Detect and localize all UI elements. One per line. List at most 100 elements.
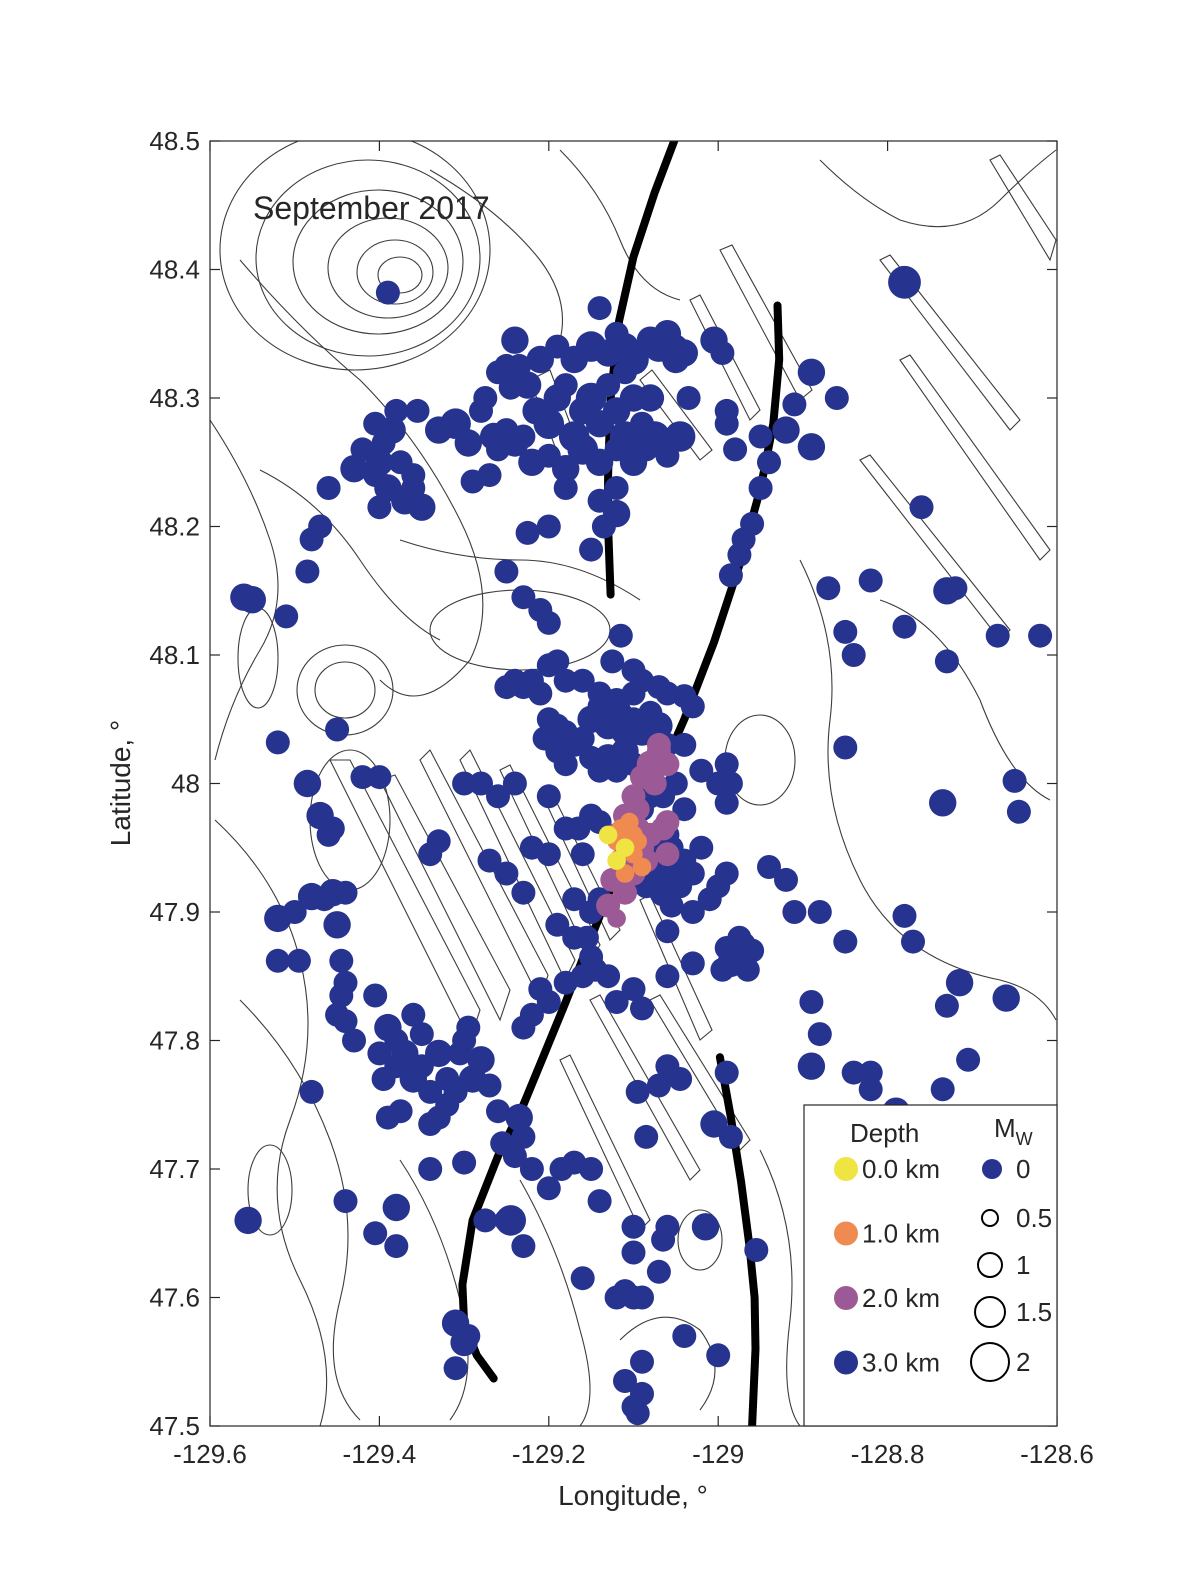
- earthquake-point: [655, 964, 680, 989]
- earthquake-point: [494, 675, 519, 700]
- axis-ticks: -129.6 -129.4 -129.2 -129 -128.8 -128.6 47.5 47…: [149, 126, 1093, 1469]
- earthquake-point: [672, 797, 697, 822]
- earthquake-point: [375, 280, 400, 305]
- earthquake-point: [371, 1067, 396, 1091]
- legend: Depth MW 0.0 km 1.0 km 2.0 km 3.0 km 0 0.5 1 1…: [803, 1104, 1058, 1427]
- earthquake-point: [934, 993, 959, 1018]
- legend-mw-marker: [970, 1342, 1010, 1382]
- earthquake-point: [706, 1343, 731, 1368]
- earthquake-point: [511, 880, 536, 905]
- earthquake-point: [545, 912, 570, 937]
- earthquake-point: [502, 1144, 527, 1169]
- earthquake-point: [710, 341, 735, 365]
- earthquake-point: [797, 358, 826, 386]
- earthquake-point: [892, 614, 917, 639]
- y-tick-label: 47.7: [149, 1154, 200, 1184]
- earthquake-point: [418, 842, 443, 867]
- earthquake-point: [477, 848, 502, 873]
- earthquake-point: [536, 707, 561, 732]
- earthquake-point: [607, 851, 626, 870]
- legend-mw-label: 1: [1016, 1250, 1030, 1280]
- earthquake-point: [646, 675, 671, 700]
- earthquake-point: [680, 694, 705, 719]
- earthquake-point: [757, 450, 781, 475]
- earthquake-point: [456, 1015, 481, 1040]
- earthquake-point: [748, 476, 773, 500]
- legend-depth-label: 0.0 km: [862, 1154, 940, 1184]
- earthquake-point: [714, 790, 739, 815]
- earthquake-point: [469, 771, 493, 796]
- earthquake-point: [265, 948, 290, 973]
- earthquake-point: [340, 455, 368, 483]
- earthquake-point: [1028, 623, 1053, 648]
- earthquake-point: [367, 495, 392, 520]
- earthquake-point: [363, 983, 388, 1008]
- earthquake-point: [598, 825, 618, 845]
- earthquake-point: [409, 1022, 434, 1047]
- earthquake-point: [858, 1077, 883, 1102]
- earthquake-point: [297, 882, 326, 911]
- earthquake-point: [316, 822, 341, 847]
- earthquake-point: [562, 887, 587, 912]
- earthquake-point: [579, 537, 604, 562]
- earthquake-point: [384, 1234, 409, 1259]
- earthquake-point: [630, 1285, 654, 1310]
- earthquake-point: [587, 758, 612, 783]
- earthquake-point: [816, 576, 841, 601]
- earthquake-point: [401, 1002, 426, 1027]
- legend-mw-marker: [977, 1252, 1003, 1278]
- earthquake-point: [502, 771, 527, 796]
- legend-mw-marker: [974, 1296, 1006, 1328]
- earthquake-point: [634, 437, 659, 462]
- earthquake-point: [234, 1206, 262, 1235]
- earthquake-point: [367, 1041, 392, 1066]
- earthquake-point: [408, 493, 436, 521]
- earthquake-point: [943, 576, 968, 601]
- earthquake-point: [511, 1015, 536, 1040]
- earthquake-point: [930, 1077, 955, 1102]
- earthquake-point: [274, 604, 299, 629]
- earthquake-point: [553, 816, 578, 841]
- legend-depth-label: 3.0 km: [862, 1348, 940, 1378]
- earthquake-point: [511, 1234, 536, 1259]
- earthquake-point: [587, 488, 612, 513]
- earthquake-point: [632, 857, 652, 877]
- earthquake-point: [740, 938, 765, 963]
- earthquake-point: [613, 1369, 637, 1393]
- earthquake-point: [691, 1213, 720, 1241]
- earthquake-point: [230, 583, 258, 611]
- earthquake-point: [536, 1176, 561, 1201]
- earthquake-point: [664, 421, 696, 452]
- x-tick-label: -129.2: [512, 1439, 586, 1469]
- earthquake-point: [486, 784, 510, 809]
- earthquake-events: [230, 265, 1057, 1426]
- earthquake-point: [486, 437, 510, 462]
- earthquake-point: [382, 1193, 410, 1222]
- legend-mw-label: 0.5: [1016, 1203, 1052, 1233]
- earthquake-point: [333, 1009, 358, 1034]
- earthquake-point: [515, 520, 540, 545]
- earthquake-point: [782, 392, 807, 417]
- earthquake-point: [655, 1214, 680, 1239]
- earthquake-point: [604, 990, 629, 1014]
- y-axis-label: Latitude, °: [105, 720, 136, 846]
- earthquake-point: [454, 429, 482, 457]
- x-tick-label: -129: [692, 1439, 744, 1469]
- earthquake-point: [553, 752, 578, 777]
- earthquake-point: [774, 867, 798, 892]
- earthquake-point: [536, 990, 561, 1014]
- earthquake-point: [553, 373, 578, 398]
- earthquake-point: [646, 732, 671, 757]
- earthquake-point: [901, 929, 925, 954]
- earthquake-point: [636, 384, 665, 412]
- earthquake-point: [452, 771, 477, 796]
- earthquake-point: [293, 769, 322, 798]
- y-tick-label: 47.6: [149, 1283, 200, 1313]
- earthquake-point: [718, 771, 743, 796]
- earthquake-point: [642, 771, 667, 796]
- earthquake-point: [646, 1073, 671, 1098]
- earthquake-point: [888, 265, 921, 299]
- legend-mw-label: 2: [1016, 1347, 1030, 1377]
- legend-magnitude-entries: 0 0.5 1 1.5 2: [970, 1154, 1052, 1382]
- earthquake-point: [600, 649, 625, 674]
